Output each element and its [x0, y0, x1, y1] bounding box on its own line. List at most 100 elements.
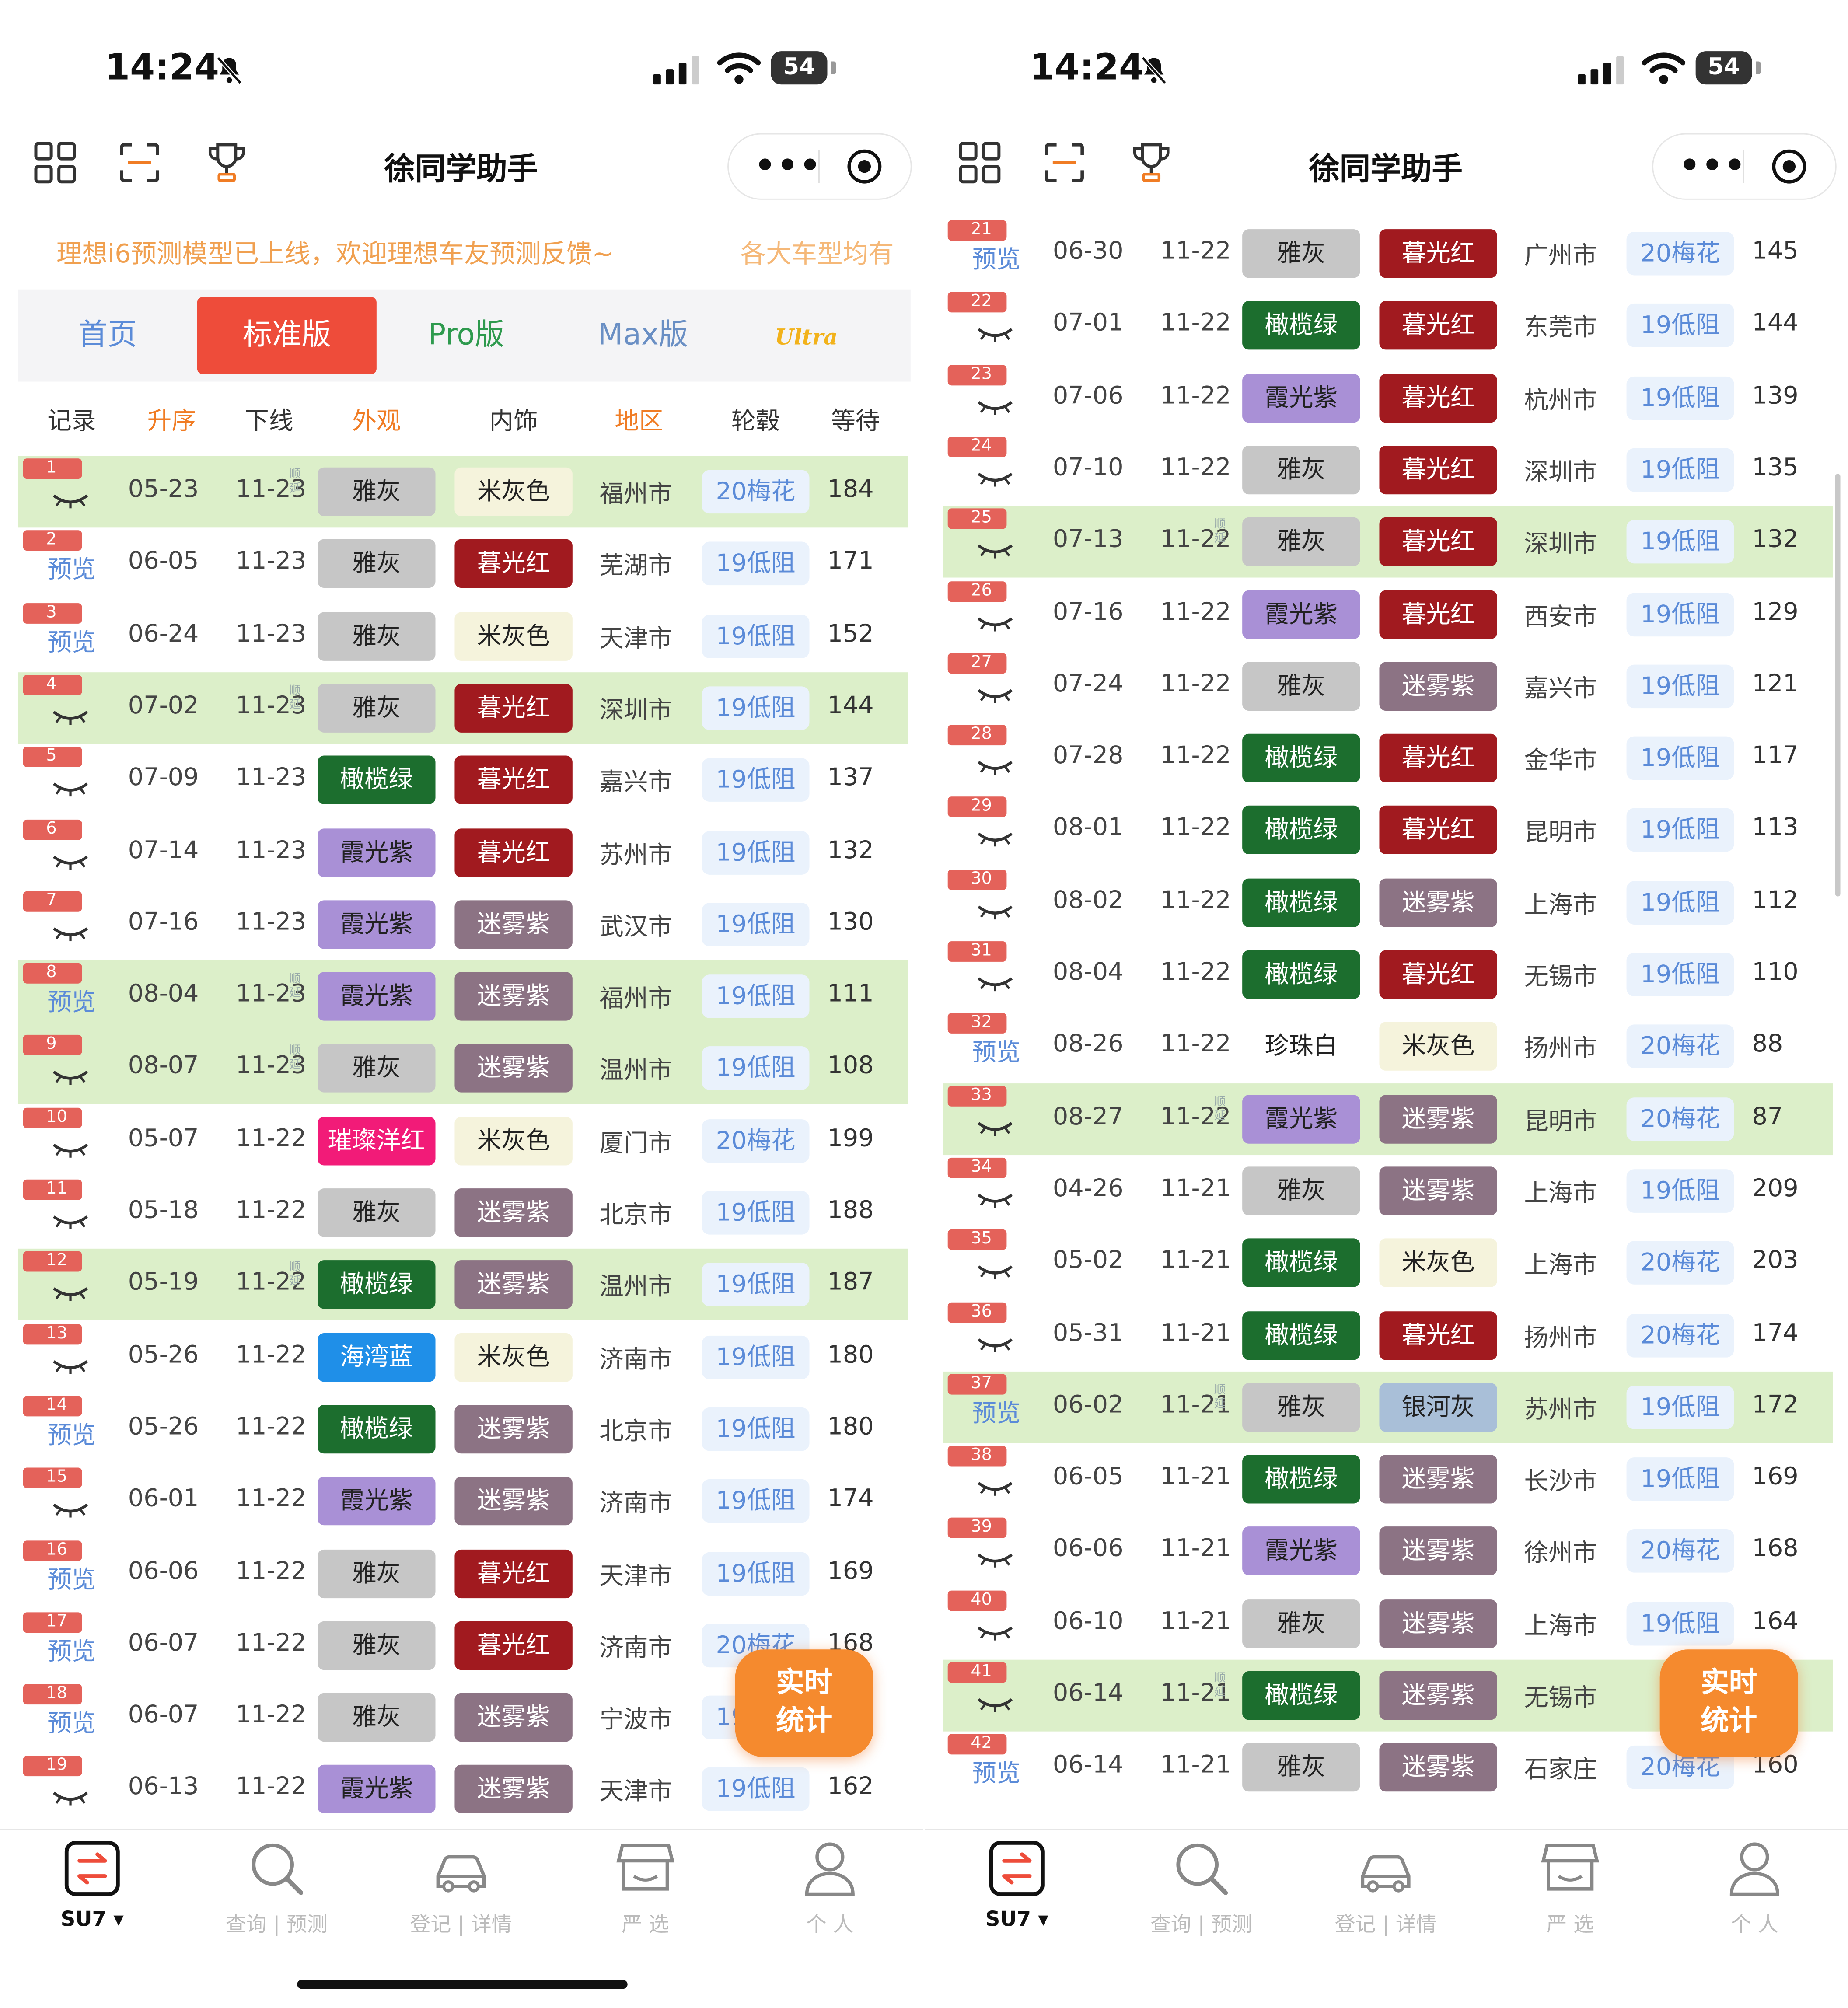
- eye-closed-icon[interactable]: [976, 323, 1014, 348]
- tab-max[interactable]: Max版: [597, 319, 688, 353]
- tab-home[interactable]: 首页: [78, 319, 137, 353]
- eye-closed-icon[interactable]: [976, 395, 1014, 420]
- eye-closed-icon[interactable]: [976, 972, 1014, 996]
- eye-closed-icon[interactable]: [976, 1693, 1014, 1718]
- eye-closed-icon[interactable]: [51, 705, 90, 730]
- bottom-tab-register[interactable]: 登记 | 详情: [369, 1840, 553, 1938]
- preview-link[interactable]: 预览: [972, 246, 1021, 274]
- table-row[interactable]: 5 07-09 11-23 橄榄绿 暮光红 嘉兴市 19低阻 137: [18, 744, 908, 816]
- grid-menu-icon[interactable]: [958, 141, 1002, 189]
- eye-closed-icon[interactable]: [51, 1355, 90, 1379]
- scan-icon[interactable]: [118, 141, 161, 189]
- table-row[interactable]: 32 预览 08-26 11-22 珍珠白 米灰色 扬州市 20梅花 88: [943, 1011, 1833, 1083]
- eye-closed-icon[interactable]: [51, 1066, 90, 1090]
- scrollbar[interactable]: [1835, 474, 1841, 897]
- bottom-tab-register[interactable]: 登记 | 详情: [1293, 1840, 1478, 1938]
- table-row[interactable]: 24 07-10 11-22 雅灰 暮光红 深圳市 19低阻 135: [943, 434, 1833, 506]
- realtime-stats-button[interactable]: 实时 统计: [735, 1649, 873, 1757]
- eye-closed-icon[interactable]: [976, 1621, 1014, 1645]
- table-row[interactable]: 10 05-07 11-22 璀璨洋红 米灰色 厦门市 20梅花 199: [18, 1105, 908, 1177]
- table-row[interactable]: 13 05-26 11-22 海湾蓝 米灰色 济南市 19低阻 180: [18, 1321, 908, 1393]
- table-row[interactable]: 7 07-16 11-23 霞光紫 迷雾紫 武汉市 19低阻 130: [18, 888, 908, 960]
- eye-closed-icon[interactable]: [976, 756, 1014, 780]
- table-row[interactable]: 39 06-06 11-21 霞光紫 迷雾紫 徐州市 20梅花 168: [943, 1516, 1833, 1587]
- table-row[interactable]: 3 预览 06-24 11-23 雅灰 米灰色 天津市 19低阻 152: [18, 600, 908, 672]
- table-row[interactable]: 8 预览 08-04 11-23 顺延 霞光紫 迷雾紫 福州市 19低阻 111: [17, 960, 908, 1033]
- eye-closed-icon[interactable]: [976, 1261, 1014, 1285]
- table-row[interactable]: 23 07-06 11-22 霞光紫 暮光红 杭州市 19低阻 139: [943, 362, 1833, 433]
- eye-closed-icon[interactable]: [976, 611, 1014, 636]
- tab-ultra[interactable]: UltraUltra: [730, 297, 909, 374]
- eye-closed-icon[interactable]: [51, 1282, 90, 1307]
- table-row[interactable]: 26 07-16 11-22 霞光紫 暮光红 西安市 19低阻 129: [943, 578, 1833, 650]
- eye-closed-icon[interactable]: [51, 1138, 90, 1163]
- table-row[interactable]: 6 07-14 11-23 霞光紫 暮光红 苏州市 19低阻 132: [18, 817, 908, 888]
- preview-link[interactable]: 预览: [47, 1565, 96, 1594]
- table-row[interactable]: 19 06-13 11-22 霞光紫 迷雾紫 天津市 19低阻 162: [18, 1754, 908, 1826]
- eye-closed-icon[interactable]: [976, 1477, 1014, 1501]
- tab-pro[interactable]: Pro版: [428, 319, 504, 353]
- bottom-tab-query[interactable]: 查询 | 预测: [185, 1840, 369, 1938]
- bottom-tab-select[interactable]: 严 选: [553, 1840, 738, 1938]
- table-row[interactable]: 34 04-26 11-21 雅灰 迷雾紫 上海市 19低阻 209: [943, 1155, 1833, 1227]
- bottom-tab-profile[interactable]: 个 人: [738, 1840, 922, 1938]
- table-row[interactable]: 14 预览 05-26 11-22 橄榄绿 迷雾紫 北京市 19低阻 180: [18, 1393, 908, 1465]
- table-row[interactable]: 37 预览 06-02 11-21 顺延 雅灰 银河灰 苏州市 19低阻 172: [943, 1371, 1833, 1443]
- table-row[interactable]: 35 05-02 11-21 橄榄绿 米灰色 上海市 20梅花 203: [943, 1227, 1833, 1299]
- eye-closed-icon[interactable]: [51, 1498, 90, 1523]
- bottom-tab-model[interactable]: SU7 ▾: [925, 1840, 1109, 1931]
- tab-standard[interactable]: 标准版: [197, 297, 377, 374]
- table-row[interactable]: 12 05-19 11-22 顺延 橄榄绿 迷雾紫 温州市 19低阻 187: [17, 1249, 908, 1321]
- table-row[interactable]: 25 07-13 11-22 顺延 雅灰 暮光红 深圳市 19低阻 132: [943, 506, 1833, 578]
- table-row[interactable]: 30 08-02 11-22 橄榄绿 迷雾紫 上海市 19低阻 112: [943, 866, 1833, 938]
- table-row[interactable]: 29 08-01 11-22 橄榄绿 暮光红 昆明市 19低阻 113: [943, 795, 1833, 866]
- trophy-icon[interactable]: [205, 141, 248, 189]
- eye-closed-icon[interactable]: [51, 1210, 90, 1235]
- table-row[interactable]: 22 07-01 11-22 橄榄绿 暮光红 东莞市 19低阻 144: [943, 290, 1833, 362]
- preview-link[interactable]: 预览: [47, 556, 96, 585]
- table-row[interactable]: 2 预览 06-05 11-23 雅灰 暮光红 芜湖市 19低阻 171: [18, 528, 908, 600]
- preview-link[interactable]: 预览: [47, 628, 96, 657]
- scan-icon[interactable]: [1042, 141, 1086, 189]
- table-row[interactable]: 1 05-23 11-23 顺延 雅灰 米灰色 福州市 20梅花 184: [17, 456, 908, 528]
- preview-link[interactable]: 预览: [972, 1760, 1021, 1788]
- trophy-icon[interactable]: [1129, 141, 1173, 189]
- table-row[interactable]: 36 05-31 11-21 橄榄绿 暮光红 扬州市 20梅花 174: [943, 1299, 1833, 1371]
- table-row[interactable]: 33 08-27 11-22 顺延 霞光紫 迷雾紫 昆明市 20梅花 87: [943, 1083, 1833, 1155]
- table-row[interactable]: 42 预览 06-14 11-21 雅灰 迷雾紫 石家庄 20梅花 160: [943, 1732, 1833, 1804]
- eye-closed-icon[interactable]: [976, 684, 1014, 708]
- bottom-tab-profile[interactable]: 个 人: [1663, 1840, 1847, 1938]
- preview-link[interactable]: 预览: [972, 1399, 1021, 1428]
- table-row[interactable]: 40 06-10 11-21 雅灰 迷雾紫 上海市 19低阻 164: [943, 1588, 1833, 1659]
- eye-closed-icon[interactable]: [976, 467, 1014, 492]
- table-row[interactable]: 9 08-07 11-23 顺延 雅灰 迷雾紫 温州市 19低阻 108: [17, 1033, 908, 1105]
- eye-closed-icon[interactable]: [51, 489, 90, 513]
- more-menu-button[interactable]: •••: [1679, 147, 1747, 186]
- preview-link[interactable]: 预览: [47, 988, 96, 1017]
- table-row[interactable]: 38 06-05 11-21 橄榄绿 迷雾紫 长沙市 19低阻 169: [943, 1443, 1833, 1515]
- preview-link[interactable]: 预览: [47, 1710, 96, 1738]
- eye-closed-icon[interactable]: [976, 1116, 1014, 1141]
- table-row[interactable]: 11 05-18 11-22 雅灰 迷雾紫 北京市 19低阻 188: [18, 1177, 908, 1249]
- eye-closed-icon[interactable]: [51, 1787, 90, 1812]
- more-menu-button[interactable]: •••: [754, 147, 822, 186]
- table-row[interactable]: 28 07-28 11-22 橄榄绿 暮光红 金华市 19低阻 117: [943, 723, 1833, 794]
- grid-menu-icon[interactable]: [33, 141, 77, 189]
- table-row[interactable]: 21 预览 06-30 11-22 雅灰 暮光红 广州市 20梅花 145: [943, 218, 1833, 290]
- eye-closed-icon[interactable]: [51, 778, 90, 802]
- bottom-tab-select[interactable]: 严 选: [1478, 1840, 1663, 1938]
- header-region[interactable]: 地区: [615, 407, 664, 436]
- eye-closed-icon[interactable]: [51, 922, 90, 946]
- eye-closed-icon[interactable]: [976, 539, 1014, 564]
- eye-closed-icon[interactable]: [976, 1333, 1014, 1357]
- header-sort-asc[interactable]: 升序: [147, 407, 196, 436]
- table-row[interactable]: 31 08-04 11-22 橄榄绿 暮光红 无锡市 19低阻 110: [943, 939, 1833, 1010]
- table-row[interactable]: 16 预览 06-06 11-22 雅灰 暮光红 天津市 19低阻 169: [18, 1537, 908, 1609]
- eye-closed-icon[interactable]: [51, 850, 90, 874]
- table-row[interactable]: 4 07-02 11-23 顺延 雅灰 暮光红 深圳市 19低阻 144: [17, 672, 908, 744]
- table-row[interactable]: 15 06-01 11-22 霞光紫 迷雾紫 济南市 19低阻 174: [18, 1465, 908, 1537]
- bottom-tab-model[interactable]: SU7 ▾: [0, 1840, 185, 1931]
- close-target-icon[interactable]: [846, 149, 882, 190]
- bottom-tab-query[interactable]: 查询 | 预测: [1109, 1840, 1294, 1938]
